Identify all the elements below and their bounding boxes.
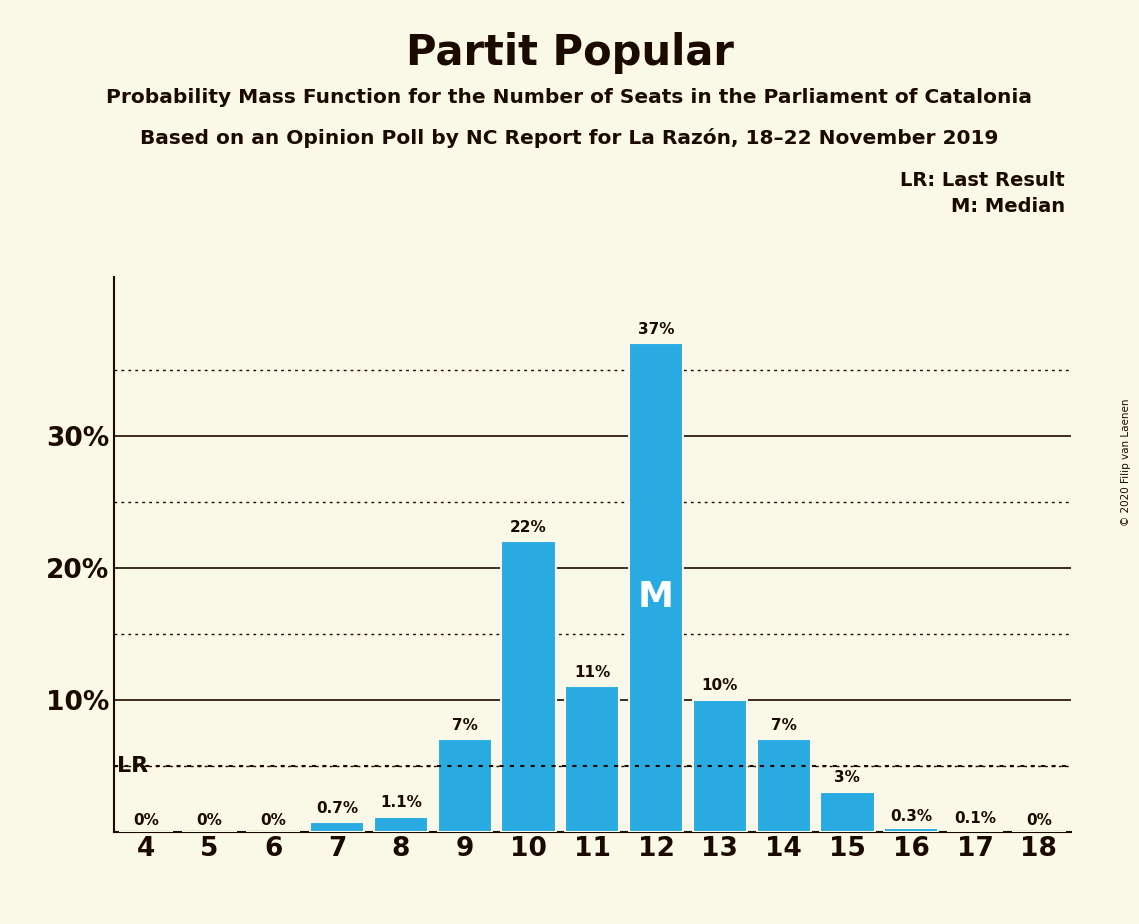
Text: LR: LR — [117, 756, 148, 775]
Bar — [629, 343, 683, 832]
Text: 3%: 3% — [835, 771, 860, 785]
Text: LR: Last Result: LR: Last Result — [900, 171, 1065, 190]
Bar — [437, 739, 492, 832]
Text: 0.1%: 0.1% — [954, 811, 995, 826]
Text: M: M — [638, 580, 674, 614]
Text: Probability Mass Function for the Number of Seats in the Parliament of Catalonia: Probability Mass Function for the Number… — [107, 88, 1032, 107]
Text: 0.3%: 0.3% — [891, 808, 932, 823]
Bar — [501, 541, 556, 832]
Bar — [693, 699, 747, 832]
Text: 22%: 22% — [510, 519, 547, 535]
Text: 0%: 0% — [133, 812, 158, 828]
Text: 10%: 10% — [702, 678, 738, 693]
Bar — [884, 828, 939, 832]
Bar — [565, 687, 620, 832]
Text: 0%: 0% — [1026, 812, 1051, 828]
Text: Partit Popular: Partit Popular — [405, 32, 734, 74]
Text: M: Median: M: Median — [951, 197, 1065, 216]
Text: 0%: 0% — [261, 812, 286, 828]
Text: 7%: 7% — [771, 718, 796, 733]
Text: 1.1%: 1.1% — [380, 796, 421, 810]
Text: 37%: 37% — [638, 322, 674, 336]
Text: © 2020 Filip van Laenen: © 2020 Filip van Laenen — [1121, 398, 1131, 526]
Text: 0%: 0% — [197, 812, 222, 828]
Text: 7%: 7% — [452, 718, 477, 733]
Bar — [756, 739, 811, 832]
Bar — [820, 792, 875, 832]
Text: 11%: 11% — [574, 664, 611, 680]
Bar — [310, 822, 364, 832]
Bar — [948, 831, 1002, 832]
Bar — [374, 817, 428, 832]
Text: Based on an Opinion Poll by NC Report for La Razón, 18–22 November 2019: Based on an Opinion Poll by NC Report fo… — [140, 128, 999, 148]
Text: 0.7%: 0.7% — [317, 801, 358, 816]
